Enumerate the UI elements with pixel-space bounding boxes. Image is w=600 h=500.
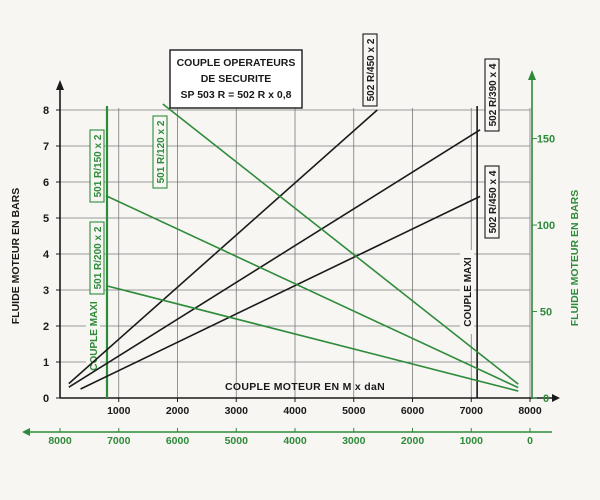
y-tick-label: 3	[43, 285, 49, 297]
x2-tick-label: 7000	[107, 435, 131, 447]
x2-tick-label: 8000	[48, 435, 72, 447]
reference-label-couple-maxi: COUPLE MAXI	[89, 301, 100, 371]
reference-label-bg	[86, 294, 100, 378]
series-line	[68, 129, 481, 388]
x-tick-label: 7000	[460, 405, 484, 417]
y2-axis-arrow	[528, 70, 536, 80]
y-tick-label: 2	[43, 321, 49, 333]
x2-tick-label: 6000	[166, 435, 190, 447]
y2-axis-label: FLUIDE MOTEUR EN BARS	[569, 190, 581, 327]
x2-axis-arrow	[22, 428, 30, 436]
series-label-box	[152, 115, 168, 189]
x-tick-label: 2000	[166, 405, 190, 417]
series-label-box	[484, 58, 500, 132]
series-label: 502 R/450 x 2	[366, 38, 377, 101]
x2-tick-label: 0	[527, 435, 533, 447]
series-label-box	[484, 165, 500, 239]
y-tick-label: 7	[43, 141, 49, 153]
series-line	[105, 194, 519, 389]
series-label-box	[89, 221, 105, 295]
series-label: 501 R/200 x 2	[93, 226, 104, 289]
x2-tick-label: 2000	[401, 435, 425, 447]
title-line: DE SECURITE	[201, 73, 272, 85]
y-tick-label: 6	[43, 177, 49, 189]
series-label: 501 R/150 x 2	[93, 134, 104, 197]
series-line	[68, 109, 378, 385]
series-label: 501 R/120 x 2	[156, 120, 167, 183]
x-axis-arrow	[552, 394, 560, 402]
reference-label-couple-maxi: COUPLE MAXI	[463, 257, 474, 327]
x-tick-label: 8000	[518, 405, 542, 417]
y-axis-arrow	[56, 80, 64, 90]
y2-tick-label: 150	[537, 134, 555, 146]
y-tick-label: 4	[43, 249, 50, 261]
series-label-box	[362, 33, 378, 107]
x-tick-label: 4000	[283, 405, 307, 417]
x2-tick-label: 1000	[460, 435, 484, 447]
y-tick-label: 8	[43, 105, 49, 117]
title-line: COUPLE OPERATEURS	[177, 57, 296, 69]
x-tick-label: 6000	[401, 405, 425, 417]
x-tick-label: 1000	[107, 405, 131, 417]
x2-tick-label: 4000	[283, 435, 307, 447]
x2-tick-label: 3000	[342, 435, 366, 447]
y-tick-label: 1	[43, 357, 49, 369]
x-tick-label: 3000	[225, 405, 249, 417]
series-line	[162, 103, 519, 385]
x-axis-label: COUPLE MOTEUR EN M x daN	[225, 381, 385, 393]
series-line	[80, 195, 481, 390]
title-line: SP 503 R = 502 R x 0,8	[180, 89, 291, 101]
series-line	[105, 284, 519, 392]
y-axis-label: FLUIDE MOTEUR EN BARS	[10, 188, 22, 325]
x2-tick-label: 5000	[225, 435, 249, 447]
series-label: 502 R/390 x 4	[488, 63, 499, 126]
title-box	[169, 49, 303, 109]
y2-tick-label: 50	[540, 307, 552, 319]
y2-tick-label: 100	[537, 220, 555, 232]
series-label-box	[89, 129, 105, 203]
y2-tick-label: 0	[543, 393, 549, 405]
y-tick-label: 0	[43, 393, 49, 405]
series-label: 502 R/450 x 4	[488, 170, 499, 233]
y-tick-label: 5	[43, 213, 49, 225]
reference-label-bg	[460, 250, 475, 334]
x-tick-label: 5000	[342, 405, 366, 417]
